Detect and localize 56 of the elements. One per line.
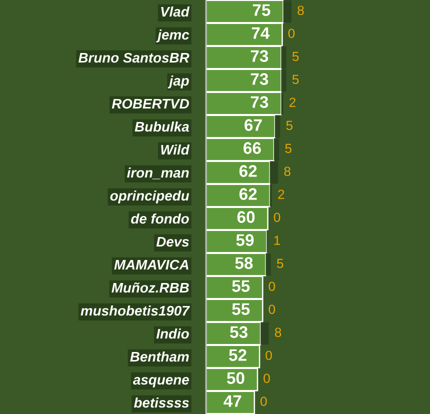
data-label: 55: [232, 280, 250, 292]
data-label: 5: [292, 52, 299, 62]
data-label: 67: [244, 119, 262, 131]
y-tick-label: Indio: [156, 328, 189, 339]
y-tick-label: Bentham: [130, 351, 189, 362]
data-label: 0: [268, 304, 276, 314]
y-tick-label: betissss: [134, 397, 189, 408]
y-tick-label: iron_man: [127, 167, 189, 180]
y-tick-label: oprincipedu: [110, 190, 190, 204]
data-label: 50: [226, 372, 244, 384]
data-label: 47: [224, 395, 242, 407]
y-tick-label: Wild: [161, 144, 190, 155]
data-label: 66: [244, 142, 261, 154]
data-label: 52: [229, 349, 246, 361]
y-tick-label: asquene: [133, 377, 189, 388]
data-label: 0: [260, 396, 267, 406]
data-label: 5: [286, 120, 292, 130]
data-label: 2: [278, 190, 284, 199]
data-label: 73: [250, 73, 268, 85]
y-tick-label: Devs: [156, 236, 189, 247]
y-tick-label: Vlad: [161, 6, 190, 17]
y-tick-label: de fondo: [131, 213, 189, 224]
bar: [283, 0, 292, 23]
data-label: 5: [285, 144, 292, 154]
data-label: 62: [239, 165, 257, 177]
y-tick-label: jemc: [156, 29, 190, 42]
data-label: 0: [264, 374, 270, 384]
data-label: 8: [274, 328, 282, 338]
y-tick-label: Muñoz.RBB: [112, 282, 189, 293]
y-tick-label: MAMAVICA: [114, 260, 188, 270]
y-tick-label: jap: [168, 75, 189, 88]
data-label: 62: [239, 188, 257, 200]
y-tick-label: Bruno SantosBR: [78, 52, 190, 63]
data-label: 73: [250, 50, 268, 62]
data-label: 0: [288, 28, 295, 38]
y-tick-label: mushobetis1907: [80, 305, 190, 316]
data-label: 0: [268, 282, 276, 292]
y-tick-label: Bubulka: [134, 121, 189, 132]
data-label: 59: [236, 234, 254, 246]
data-label: 0: [266, 350, 272, 360]
data-label: 74: [252, 27, 270, 39]
data-label: 0: [274, 212, 280, 222]
y-tick-label: ROBERTVD: [112, 98, 189, 109]
data-label: 73: [250, 96, 268, 108]
bar: [260, 322, 269, 345]
data-label: 5: [276, 258, 284, 268]
data-label: 5: [292, 74, 299, 84]
data-label: 75: [252, 4, 270, 16]
data-label: 53: [230, 326, 248, 338]
data-label: 1: [274, 236, 280, 245]
data-label: 58: [235, 257, 253, 269]
data-label: 2: [289, 98, 296, 107]
data-label: 8: [284, 166, 290, 176]
data-label: 60: [237, 211, 255, 223]
data-label: 8: [298, 6, 304, 16]
data-label: 55: [232, 303, 250, 315]
